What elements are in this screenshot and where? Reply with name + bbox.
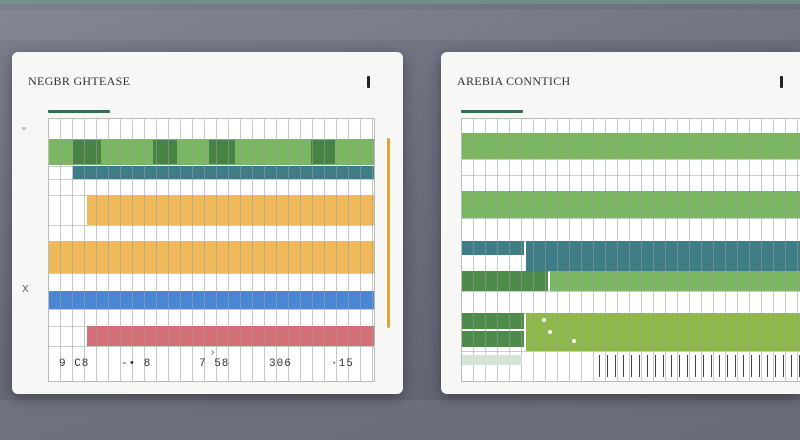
background-band: [0, 10, 800, 40]
marker-dot: [548, 330, 552, 334]
axis-tick: 9 C8: [59, 358, 90, 370]
left-panel-scrollbar[interactable]: [387, 138, 390, 328]
timeline-pale-segment: [462, 355, 522, 365]
green-row-block: [153, 140, 177, 164]
axis-tick: 7 58: [199, 358, 230, 370]
green-row-bar[interactable]: [462, 191, 800, 218]
background-band: [0, 400, 800, 440]
green-row-block: [209, 140, 235, 164]
left-panel-active-underline: [48, 110, 110, 113]
right-panel-active-underline: [461, 110, 523, 113]
right-panel-title: AREBIA CONNTICH: [457, 74, 571, 88]
green-dark-row-segment: [462, 271, 548, 291]
green-dark-row-segment: [462, 331, 524, 347]
right-panel-close-icon[interactable]: [780, 76, 783, 88]
lime-wide-row-bar[interactable]: [526, 313, 800, 351]
right-panel: AREBIA CONNTICH: [441, 52, 800, 394]
axis-tick: -• 8: [121, 358, 152, 370]
left-panel-close-icon[interactable]: [367, 76, 370, 88]
blue-row-bar[interactable]: [49, 291, 374, 309]
left-panel: NEGBR GHTEASE ‘‘ X 9 C8 -• 8 › 7 58 306 …: [12, 52, 403, 394]
marker-dot: [542, 318, 546, 322]
left-chart-grid: 9 C8 -• 8 › 7 58 306 ·15: [48, 118, 375, 382]
axis-tick: ·15: [331, 358, 354, 370]
teal-row-segment: [462, 241, 524, 255]
axis-marker: ›: [211, 347, 215, 358]
rose-row-bar[interactable]: [87, 326, 374, 346]
green-dark-row-segment: [462, 313, 524, 329]
axis-tick: 306: [269, 358, 292, 370]
green-row-bar[interactable]: [462, 133, 800, 159]
right-chart-grid: [461, 118, 800, 382]
left-panel-title: NEGBR GHTEASE: [28, 74, 131, 88]
green-row-block: [73, 140, 101, 164]
timeline-stripes: [592, 355, 800, 377]
teal-row-bar[interactable]: [526, 241, 800, 271]
lime-row-bar[interactable]: [550, 271, 800, 291]
marker-dot: [572, 339, 576, 343]
teal-row-bar[interactable]: [73, 166, 374, 179]
window-top-accent: [0, 0, 800, 4]
amber-row-bar[interactable]: [87, 195, 374, 225]
green-row-block: [311, 140, 335, 164]
row-marker-mid: X: [22, 284, 29, 295]
row-marker-top: ‘‘: [22, 126, 27, 137]
amber-wide-row-bar[interactable]: [49, 241, 374, 273]
